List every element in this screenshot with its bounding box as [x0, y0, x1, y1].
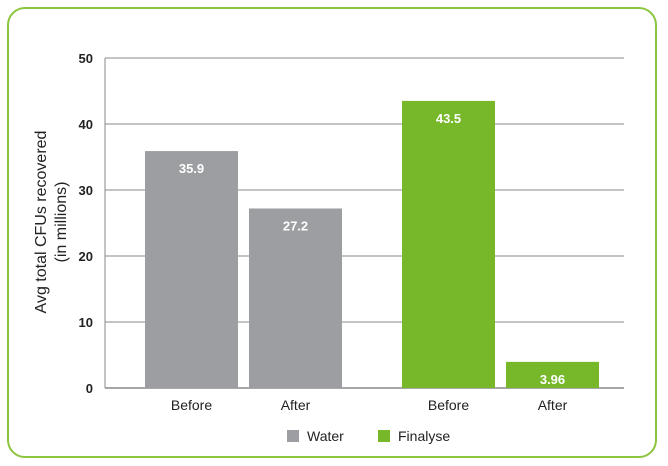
bar-water-after — [249, 208, 342, 388]
data-labels: 35.9 27.2 43.5 3.96 — [179, 111, 565, 387]
x-tick-label: Before — [428, 397, 469, 413]
legend-label-finalyse: Finalyse — [398, 428, 450, 444]
legend-swatch-water — [287, 430, 299, 442]
bars — [145, 100, 599, 389]
y-tick-label: 10 — [79, 315, 93, 330]
legend-swatch-finalyse — [378, 430, 390, 442]
y-axis-ticks: 0 10 20 30 40 50 — [79, 51, 93, 396]
legend: Water Finalyse — [287, 428, 450, 444]
y-tick-label: 0 — [86, 381, 93, 396]
data-label: 35.9 — [179, 161, 204, 176]
x-axis-labels: Before After Before After — [171, 397, 568, 413]
y-axis-title-line1: Avg total CFUs recovered — [33, 131, 50, 314]
y-axis-title-line2: (in millions) — [53, 182, 70, 263]
legend-label-water: Water — [307, 428, 344, 444]
y-tick-label: 20 — [79, 249, 93, 264]
data-label: 43.5 — [436, 111, 461, 126]
data-label: 27.2 — [283, 218, 308, 233]
x-tick-label: After — [538, 397, 568, 413]
y-tick-label: 50 — [79, 51, 93, 66]
bar-water-before — [145, 151, 238, 388]
y-tick-label: 40 — [79, 117, 93, 132]
x-tick-label: After — [281, 397, 311, 413]
y-tick-label: 30 — [79, 183, 93, 198]
bar-finalyse-after — [506, 361, 599, 388]
x-tick-label: Before — [171, 397, 212, 413]
bar-finalyse-before — [402, 100, 495, 389]
data-label: 3.96 — [540, 372, 565, 387]
